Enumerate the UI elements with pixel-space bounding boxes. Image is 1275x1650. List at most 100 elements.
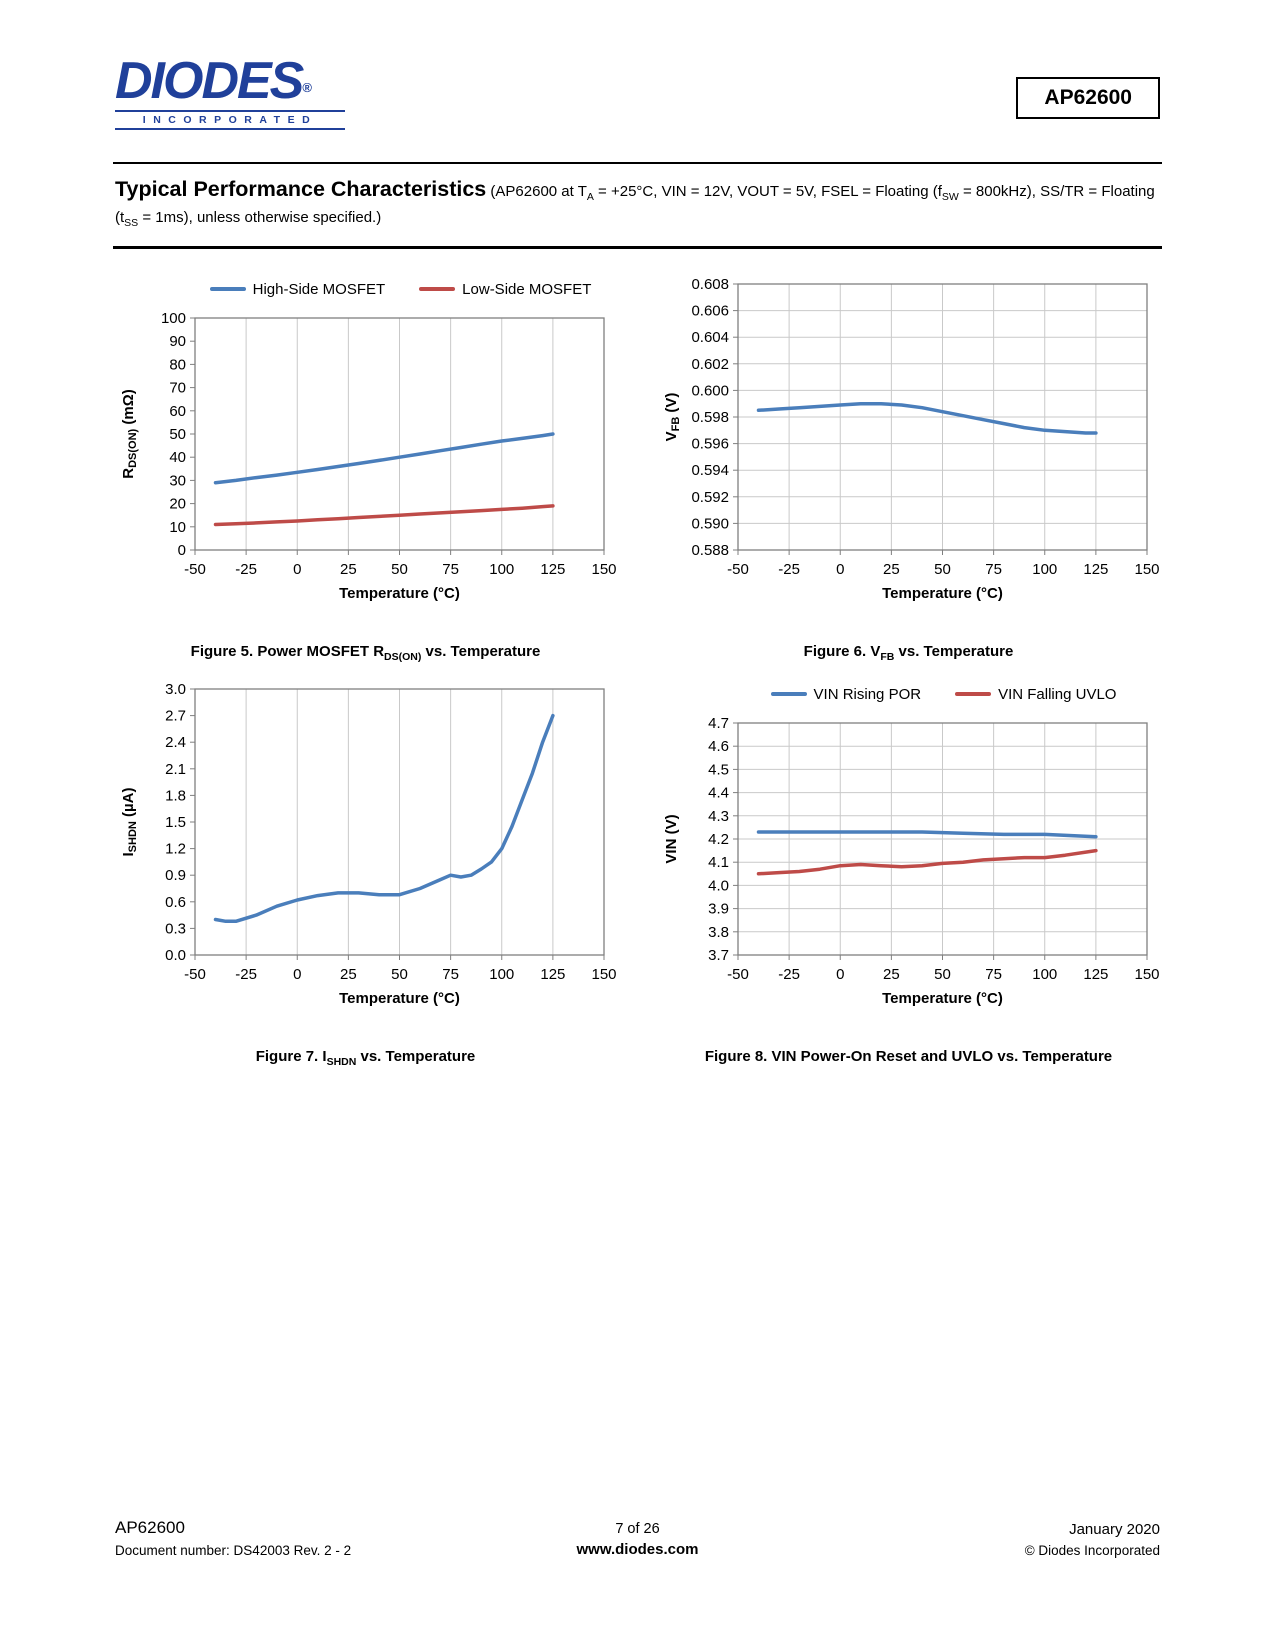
page-header: DIODES® INCORPORATED AP62600	[115, 55, 1160, 130]
y-tick-label: 0.588	[691, 542, 729, 559]
x-tick-label: 75	[442, 561, 459, 578]
x-tick-label: 125	[540, 966, 565, 983]
chart-plot: -50 -25 0 25 50 75 100 125 150 3.7 3.8 3.9 4.0 4.1 4.2…	[656, 715, 1161, 1020]
legend-item: Low-Side MOSFET	[419, 281, 591, 298]
legend-swatch	[209, 287, 246, 291]
y-tick-label: 0.592	[691, 489, 729, 506]
part-number-box: AP62600	[1016, 77, 1160, 119]
series-line	[213, 713, 555, 924]
x-tick-label: 100	[1032, 966, 1057, 983]
figure-8-chart: VIN Rising POR VIN Falling UVLO -50 -25 0 25…	[656, 681, 1161, 1068]
y-tick-label: 3.7	[708, 947, 729, 964]
y-tick-label: 4.3	[708, 808, 729, 825]
legend-label: VIN Falling UVLO	[998, 685, 1117, 703]
footer-left: AP62600 Document number: DS42003 Rev. 2 …	[115, 1518, 463, 1558]
y-tick-label: 70	[169, 380, 186, 397]
y-tick-label: 0.3	[165, 920, 186, 937]
chart-caption: Figure 5. Power MOSFET RDS(ON) vs. Tempe…	[190, 643, 541, 663]
y-tick-label: 80	[169, 356, 186, 373]
y-tick-label: 2.7	[165, 708, 186, 725]
series-line	[213, 504, 555, 527]
legend-swatch	[770, 692, 807, 696]
legend-item: VIN Rising POR	[770, 685, 922, 703]
x-tick-label: -25	[235, 966, 257, 983]
y-tick-label: 0.608	[691, 276, 729, 293]
x-tick-label: 150	[1134, 966, 1159, 983]
y-tick-label: 0.602	[691, 356, 729, 373]
x-axis-label: Temperature (°C)	[882, 585, 1003, 602]
x-tick-label: 100	[1032, 561, 1057, 578]
x-tick-label: 75	[985, 966, 1002, 983]
y-tick-label: 4.1	[708, 854, 729, 871]
page-subtitle: (AP62600 at TA = +25°C, VIN = 12V, VOUT …	[115, 183, 1155, 230]
footer-date: January 2020	[1069, 1521, 1160, 1538]
x-tick-label: 0	[836, 561, 844, 578]
y-tick-label: 60	[169, 403, 186, 420]
series-line	[756, 830, 1098, 839]
y-tick-label: 0	[178, 542, 186, 559]
x-tick-label: 75	[442, 966, 459, 983]
y-tick-label: 0.598	[691, 409, 729, 426]
footer-website-link[interactable]: www.diodes.com	[576, 1541, 699, 1558]
footer-right: January 2020 © Diodes Incorporated	[812, 1521, 1160, 1558]
x-tick-label: 50	[934, 561, 951, 578]
chart-svg: -50 -25 0 25 50 75 100 125 150 0.588 0.590 0.592 0.5…	[663, 276, 1160, 602]
y-tick-label: 4.4	[708, 785, 729, 802]
chart-plot: -50 -25 0 25 50 75 100 125 150 0 10 20 30 40 50 60 70 80 9…	[113, 310, 618, 615]
x-tick-label: -50	[184, 561, 206, 578]
x-tick-label: -50	[727, 561, 749, 578]
legend-label: Low-Side MOSFET	[462, 280, 592, 298]
chart-plot: -50 -25 0 25 50 75 100 125 150 0.0 0.3 0.6 0.9 1.2 1.5…	[113, 681, 618, 1020]
y-tick-label: 1.2	[165, 841, 186, 858]
logo-wordmark: DIODES	[115, 52, 304, 110]
y-tick-label: 50	[169, 426, 186, 443]
footer-page-info: 7 of 26	[615, 1521, 660, 1537]
x-tick-label: 25	[340, 561, 357, 578]
y-tick-label: 4.6	[708, 738, 729, 755]
chart-svg: -50 -25 0 25 50 75 100 125 150 0.0 0.3 0.6 0.9 1.2 1.5…	[120, 681, 617, 1007]
series-line	[756, 401, 1098, 435]
y-axis-label: RDS(ON) (mΩ)	[120, 389, 139, 478]
x-tick-label: -50	[184, 966, 206, 983]
y-tick-label: 40	[169, 449, 186, 466]
page-title: Typical Performance Characteristics	[115, 177, 487, 201]
x-axis-label: Temperature (°C)	[339, 990, 460, 1007]
x-tick-label: 0	[293, 966, 301, 983]
x-tick-label: 25	[340, 966, 357, 983]
title-block: Typical Performance Characteristics (AP6…	[113, 162, 1162, 249]
x-tick-label: 150	[591, 561, 616, 578]
y-tick-label: 3.8	[708, 924, 729, 941]
x-axis-label: Temperature (°C)	[882, 990, 1003, 1007]
x-axis-label: Temperature (°C)	[339, 585, 460, 602]
legend-item: High-Side MOSFET	[209, 281, 385, 298]
y-axis-label: VFB (V)	[663, 393, 682, 442]
chart-legend: High-Side MOSFET Low-Side MOSFET	[209, 276, 591, 302]
y-tick-label: 0.594	[691, 462, 729, 479]
legend-swatch	[955, 692, 992, 696]
x-tick-label: 50	[391, 966, 408, 983]
chart-legend: VIN Rising POR VIN Falling UVLO	[770, 681, 1117, 707]
x-tick-label: -25	[778, 966, 800, 983]
chart-svg: -50 -25 0 25 50 75 100 125 150 0 10 20 30 40 50 60 70 80 9…	[120, 310, 617, 602]
figure-6-chart: -50 -25 0 25 50 75 100 125 150 0.588 0.590 0.592 0.5…	[656, 276, 1161, 663]
y-tick-label: 4.2	[708, 831, 729, 848]
diodes-logo: DIODES® INCORPORATED	[115, 55, 345, 130]
y-tick-label: 3.0	[165, 681, 186, 698]
y-tick-label: 1.8	[165, 787, 186, 804]
legend-swatch	[419, 287, 456, 291]
x-tick-label: 100	[489, 561, 514, 578]
y-tick-label: 1.5	[165, 814, 186, 831]
registered-mark-icon: ®	[302, 80, 312, 95]
x-tick-label: 25	[883, 561, 900, 578]
x-tick-label: 100	[489, 966, 514, 983]
x-tick-label: 50	[934, 966, 951, 983]
logo-subtitle: INCORPORATED	[115, 110, 345, 130]
x-tick-label: 125	[540, 561, 565, 578]
chart-plot: -50 -25 0 25 50 75 100 125 150 0.588 0.590 0.592 0.5…	[656, 276, 1161, 615]
page-footer: AP62600 Document number: DS42003 Rev. 2 …	[115, 1518, 1160, 1558]
x-tick-label: -25	[235, 561, 257, 578]
y-axis-label: ISHDN (µA)	[120, 788, 139, 857]
legend-label: VIN Rising POR	[813, 685, 922, 703]
y-tick-label: 0.596	[691, 436, 729, 453]
